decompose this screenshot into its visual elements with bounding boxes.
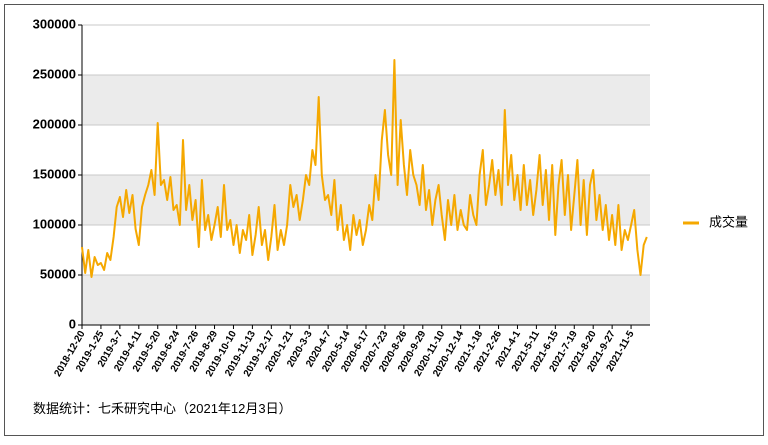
source-note: 数据统计：七禾研究中心（2021年12月3日） bbox=[33, 401, 292, 416]
legend-label: 成交量 bbox=[709, 214, 748, 229]
y-tick-label: 150000 bbox=[33, 166, 76, 181]
y-tick-label: 0 bbox=[69, 316, 76, 331]
y-tick-label: 50000 bbox=[40, 266, 76, 281]
band bbox=[82, 75, 650, 125]
frame bbox=[4, 4, 764, 436]
line-series bbox=[81, 59, 648, 278]
y-tick-label: 300000 bbox=[33, 16, 76, 31]
y-tick-label: 100000 bbox=[33, 216, 76, 231]
y-tick-label: 200000 bbox=[33, 116, 76, 131]
bands bbox=[82, 75, 650, 325]
band bbox=[82, 275, 650, 325]
y-tick-label: 250000 bbox=[33, 66, 76, 81]
